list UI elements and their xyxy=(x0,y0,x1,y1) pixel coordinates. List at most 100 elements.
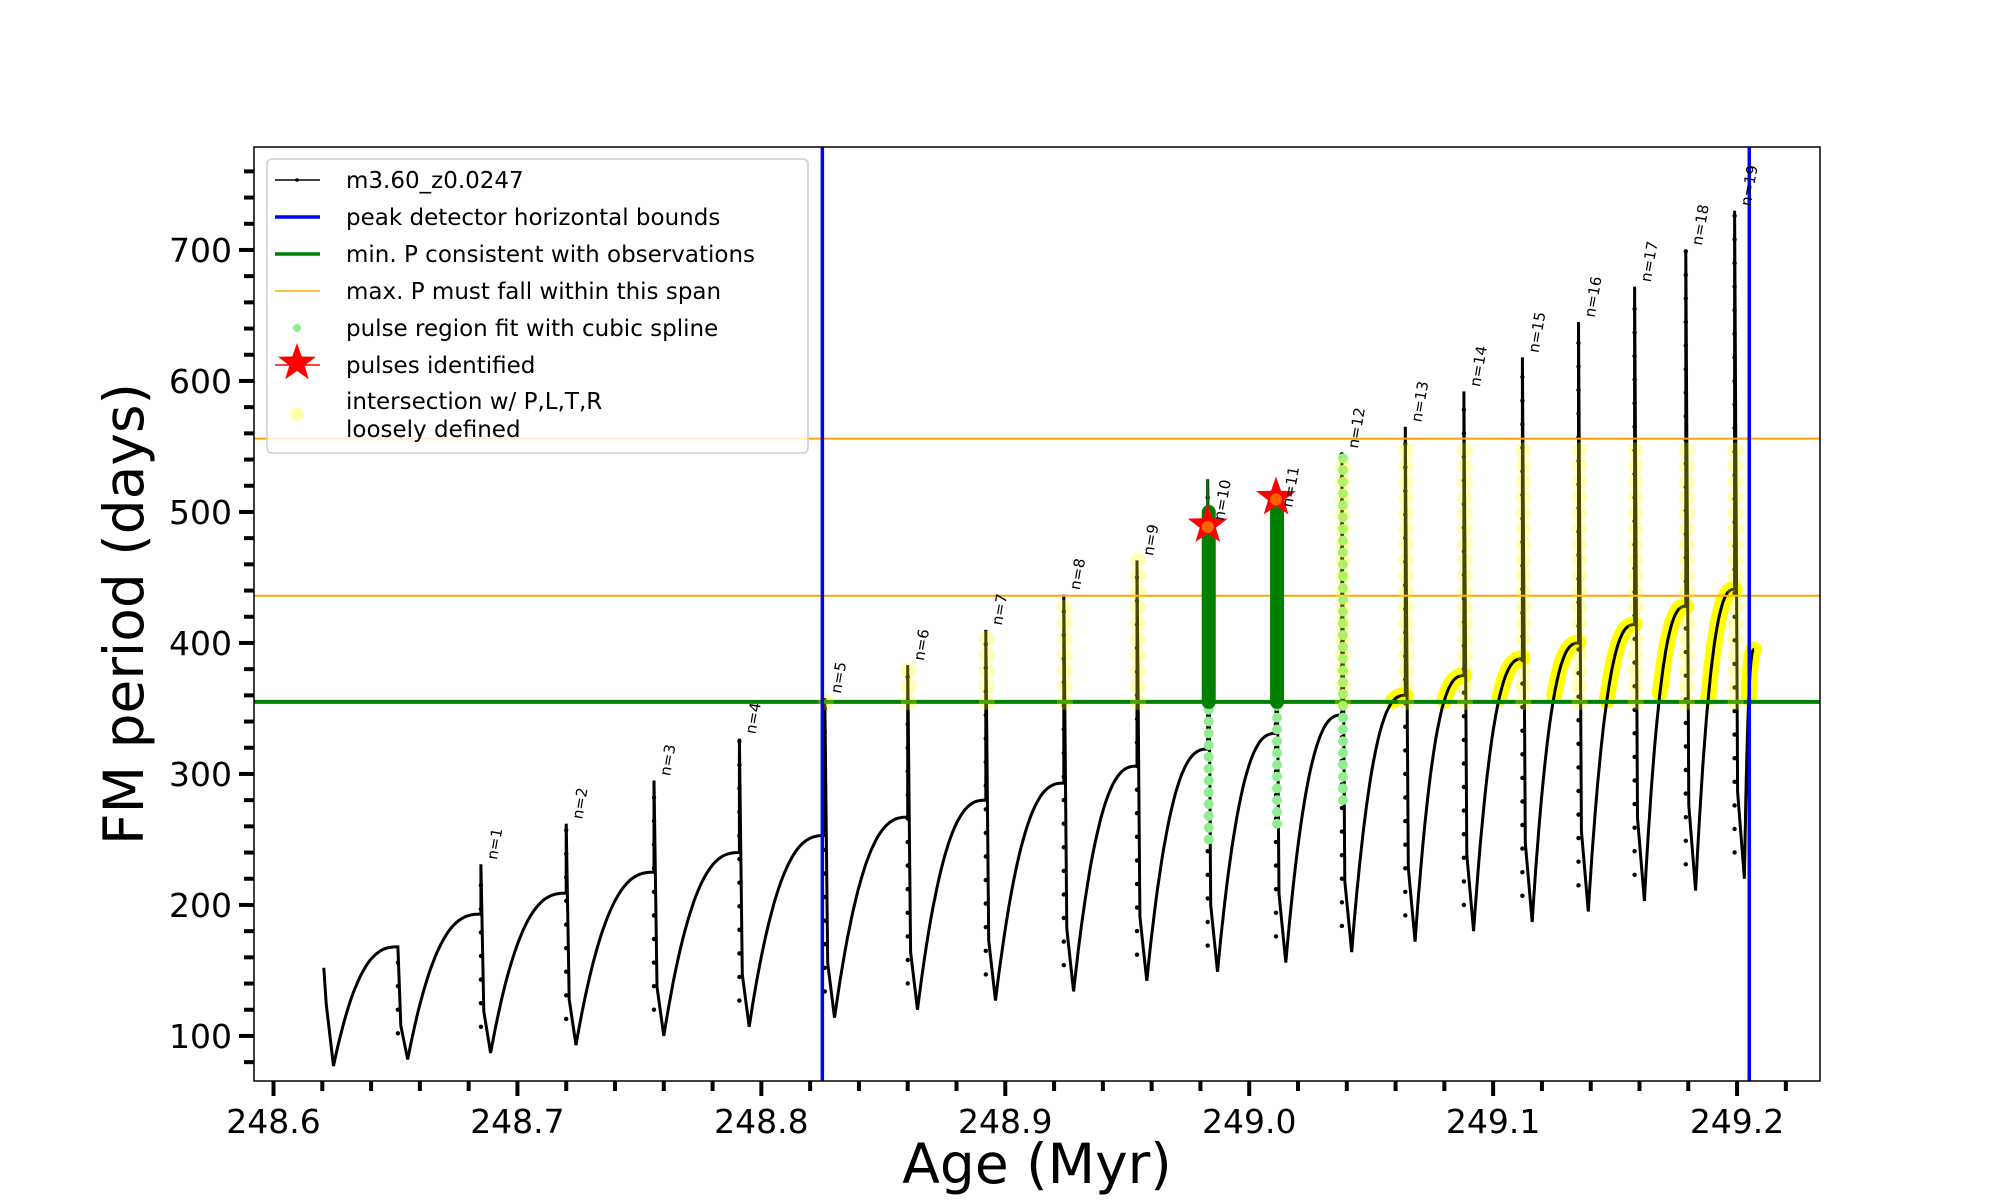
intersection-point xyxy=(1678,536,1695,553)
intersection-point xyxy=(1456,583,1473,600)
track-point xyxy=(1632,424,1637,429)
intersection-point xyxy=(1571,631,1588,648)
track-point xyxy=(1403,512,1408,517)
intersection-point xyxy=(1334,646,1351,663)
track-point xyxy=(1520,422,1525,427)
y-tick-label: 200 xyxy=(169,886,232,925)
track-point xyxy=(1134,881,1140,887)
track-point xyxy=(1632,353,1637,359)
intersection-point xyxy=(1130,583,1147,600)
track-point xyxy=(905,957,910,963)
track-point xyxy=(1061,915,1067,921)
track-point xyxy=(1683,744,1689,749)
intersection-point xyxy=(1456,505,1473,522)
intersection-point xyxy=(1571,568,1588,585)
track-point xyxy=(1683,579,1689,584)
legend-label-spline: pulse region fit with cubic spline xyxy=(346,316,718,342)
track-point xyxy=(1520,728,1525,733)
intersection-point xyxy=(1678,646,1695,663)
intersection-point xyxy=(1515,568,1532,585)
track-point xyxy=(1520,752,1525,757)
track-point xyxy=(651,818,657,824)
track-point xyxy=(1632,778,1637,783)
intersection-point xyxy=(1678,473,1695,490)
track-point xyxy=(1061,632,1067,638)
y-axis-label: FM period (days) xyxy=(92,383,156,845)
intersection-point xyxy=(817,693,834,710)
track-point xyxy=(1134,763,1140,769)
spline-fit-point xyxy=(1337,677,1348,688)
track-point xyxy=(1339,805,1345,811)
pulse-label: n=16 xyxy=(1581,275,1606,319)
track-point xyxy=(1632,448,1637,453)
track-point xyxy=(1632,825,1637,830)
intersection-point xyxy=(1627,599,1644,616)
track-point xyxy=(1520,374,1525,380)
track-point xyxy=(905,839,910,845)
track-point xyxy=(1273,887,1279,892)
legend-item-spline: pulse region fit with cubic spline xyxy=(293,316,718,342)
track-point xyxy=(1732,638,1737,643)
track-point xyxy=(1461,737,1467,743)
axes: 248.6 248.7 248.8 248.9 249.0 249.1 249.2 100 20… xyxy=(169,169,1788,1141)
intersection-point xyxy=(1727,646,1744,663)
intersection-point xyxy=(1571,489,1588,506)
intersection-point xyxy=(1398,520,1415,537)
spline-fit-point xyxy=(1337,582,1348,593)
intersection-point xyxy=(1398,693,1415,710)
intersection-point xyxy=(1727,693,1744,710)
spline-fit-point xyxy=(1272,712,1283,723)
track-point xyxy=(1461,902,1467,908)
intersection-point xyxy=(1398,568,1415,585)
intersection-point xyxy=(1456,458,1473,475)
track-point xyxy=(1732,779,1737,784)
track-point xyxy=(1461,714,1467,719)
legend-label-pulses: pulses identified xyxy=(346,353,535,379)
track-point xyxy=(1632,660,1637,665)
intersection-point xyxy=(1398,458,1415,475)
legend-label-max-span: max. P must fall within this span xyxy=(346,279,721,305)
track-point xyxy=(1732,614,1737,619)
track-point xyxy=(1732,237,1737,242)
spline-fit-point xyxy=(1337,535,1348,546)
track-point xyxy=(983,854,988,859)
track-point xyxy=(1683,390,1689,395)
track-point xyxy=(1732,402,1737,407)
track-point xyxy=(1273,863,1279,868)
spline-fit-point xyxy=(1203,763,1214,774)
intersection-point xyxy=(1456,631,1473,648)
spline-fit-point xyxy=(1272,747,1283,758)
track-point xyxy=(1683,296,1689,301)
track-point xyxy=(1576,482,1581,487)
track-point xyxy=(1683,673,1689,678)
intersection-point xyxy=(1727,536,1744,553)
intersection-point xyxy=(1515,552,1532,569)
track-point xyxy=(1732,213,1737,219)
intersection-point xyxy=(1334,552,1351,569)
track-point xyxy=(1520,893,1525,898)
pulse-label: n=4 xyxy=(742,701,765,735)
track-point xyxy=(1576,765,1581,770)
x-tick-label: 248.9 xyxy=(958,1102,1052,1141)
track-point xyxy=(564,828,569,833)
track-point xyxy=(1061,939,1067,944)
track-point xyxy=(1683,414,1689,419)
track-point xyxy=(1576,670,1581,676)
track-point xyxy=(1520,657,1525,663)
intersection-point xyxy=(1627,505,1644,522)
pulse-label: n=5 xyxy=(827,660,850,694)
x-tick-label: 248.7 xyxy=(470,1102,564,1141)
track-point xyxy=(1061,680,1067,685)
y-tick-label: 500 xyxy=(169,493,232,532)
star-marker-icon xyxy=(278,343,316,380)
intersection-point xyxy=(1627,693,1644,710)
track-point xyxy=(905,674,910,680)
intersection-point xyxy=(1571,693,1588,710)
intersection-point xyxy=(1571,678,1588,695)
intersection-point xyxy=(1727,568,1744,585)
track-point xyxy=(1134,598,1140,604)
intersection-point xyxy=(1627,583,1644,600)
pulse-label: n=7 xyxy=(988,592,1011,626)
track-point xyxy=(1520,775,1525,781)
pulse-label: n=1 xyxy=(483,827,506,861)
